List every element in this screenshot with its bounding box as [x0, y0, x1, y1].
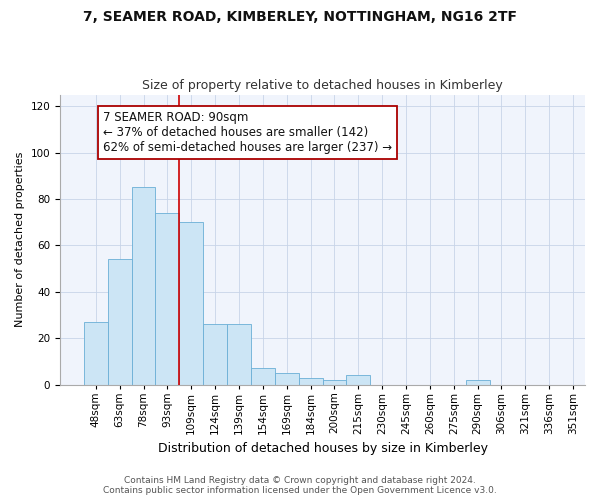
- Bar: [155, 213, 179, 384]
- Bar: [251, 368, 275, 384]
- Text: Contains HM Land Registry data © Crown copyright and database right 2024.
Contai: Contains HM Land Registry data © Crown c…: [103, 476, 497, 495]
- X-axis label: Distribution of detached houses by size in Kimberley: Distribution of detached houses by size …: [158, 442, 488, 455]
- Bar: [466, 380, 490, 384]
- Bar: [84, 322, 108, 384]
- Bar: [131, 188, 155, 384]
- Bar: [179, 222, 203, 384]
- Bar: [203, 324, 227, 384]
- Bar: [346, 376, 370, 384]
- Bar: [323, 380, 346, 384]
- Title: Size of property relative to detached houses in Kimberley: Size of property relative to detached ho…: [142, 79, 503, 92]
- Bar: [275, 373, 299, 384]
- Text: 7, SEAMER ROAD, KIMBERLEY, NOTTINGHAM, NG16 2TF: 7, SEAMER ROAD, KIMBERLEY, NOTTINGHAM, N…: [83, 10, 517, 24]
- Bar: [227, 324, 251, 384]
- Text: 7 SEAMER ROAD: 90sqm
← 37% of detached houses are smaller (142)
62% of semi-deta: 7 SEAMER ROAD: 90sqm ← 37% of detached h…: [103, 111, 392, 154]
- Bar: [299, 378, 323, 384]
- Bar: [108, 260, 131, 384]
- Y-axis label: Number of detached properties: Number of detached properties: [15, 152, 25, 328]
